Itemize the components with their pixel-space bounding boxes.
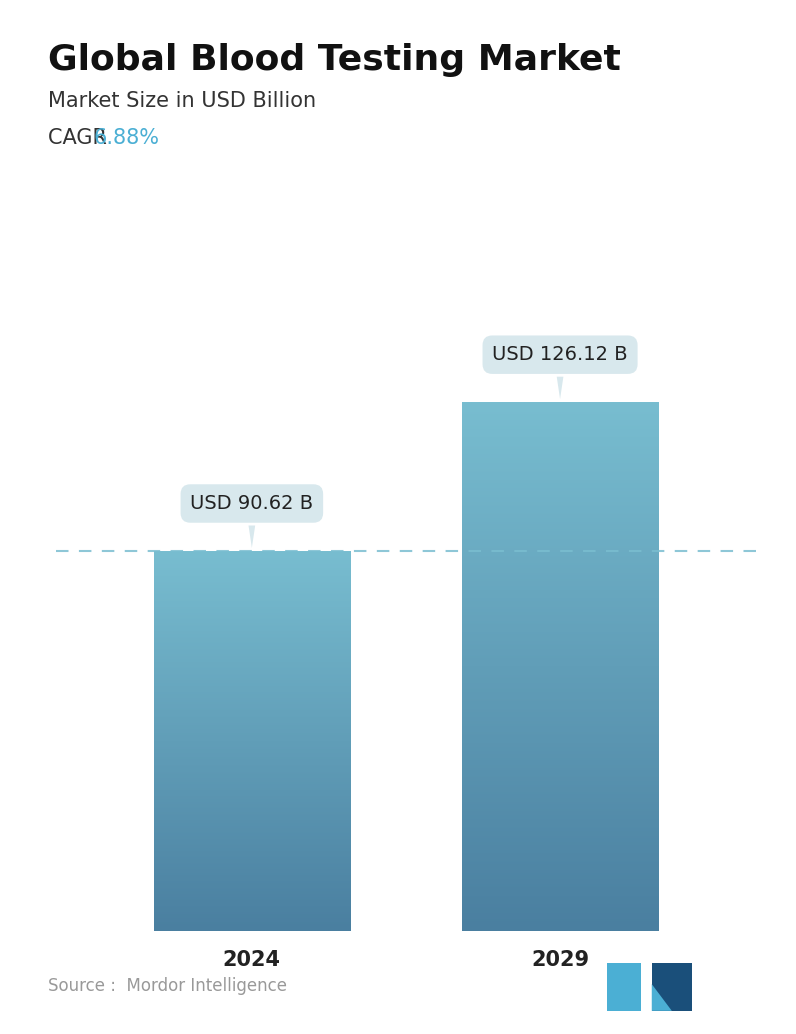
Text: USD 126.12 B: USD 126.12 B [492, 345, 628, 399]
Text: Market Size in USD Billion: Market Size in USD Billion [48, 91, 316, 111]
Text: USD 90.62 B: USD 90.62 B [190, 494, 314, 548]
Text: Source :  Mordor Intelligence: Source : Mordor Intelligence [48, 977, 287, 995]
Text: 6.88%: 6.88% [94, 128, 160, 148]
Text: CAGR: CAGR [48, 128, 113, 148]
Polygon shape [607, 963, 641, 1011]
Text: Global Blood Testing Market: Global Blood Testing Market [48, 43, 621, 78]
Polygon shape [652, 984, 672, 1011]
Polygon shape [652, 963, 692, 1011]
